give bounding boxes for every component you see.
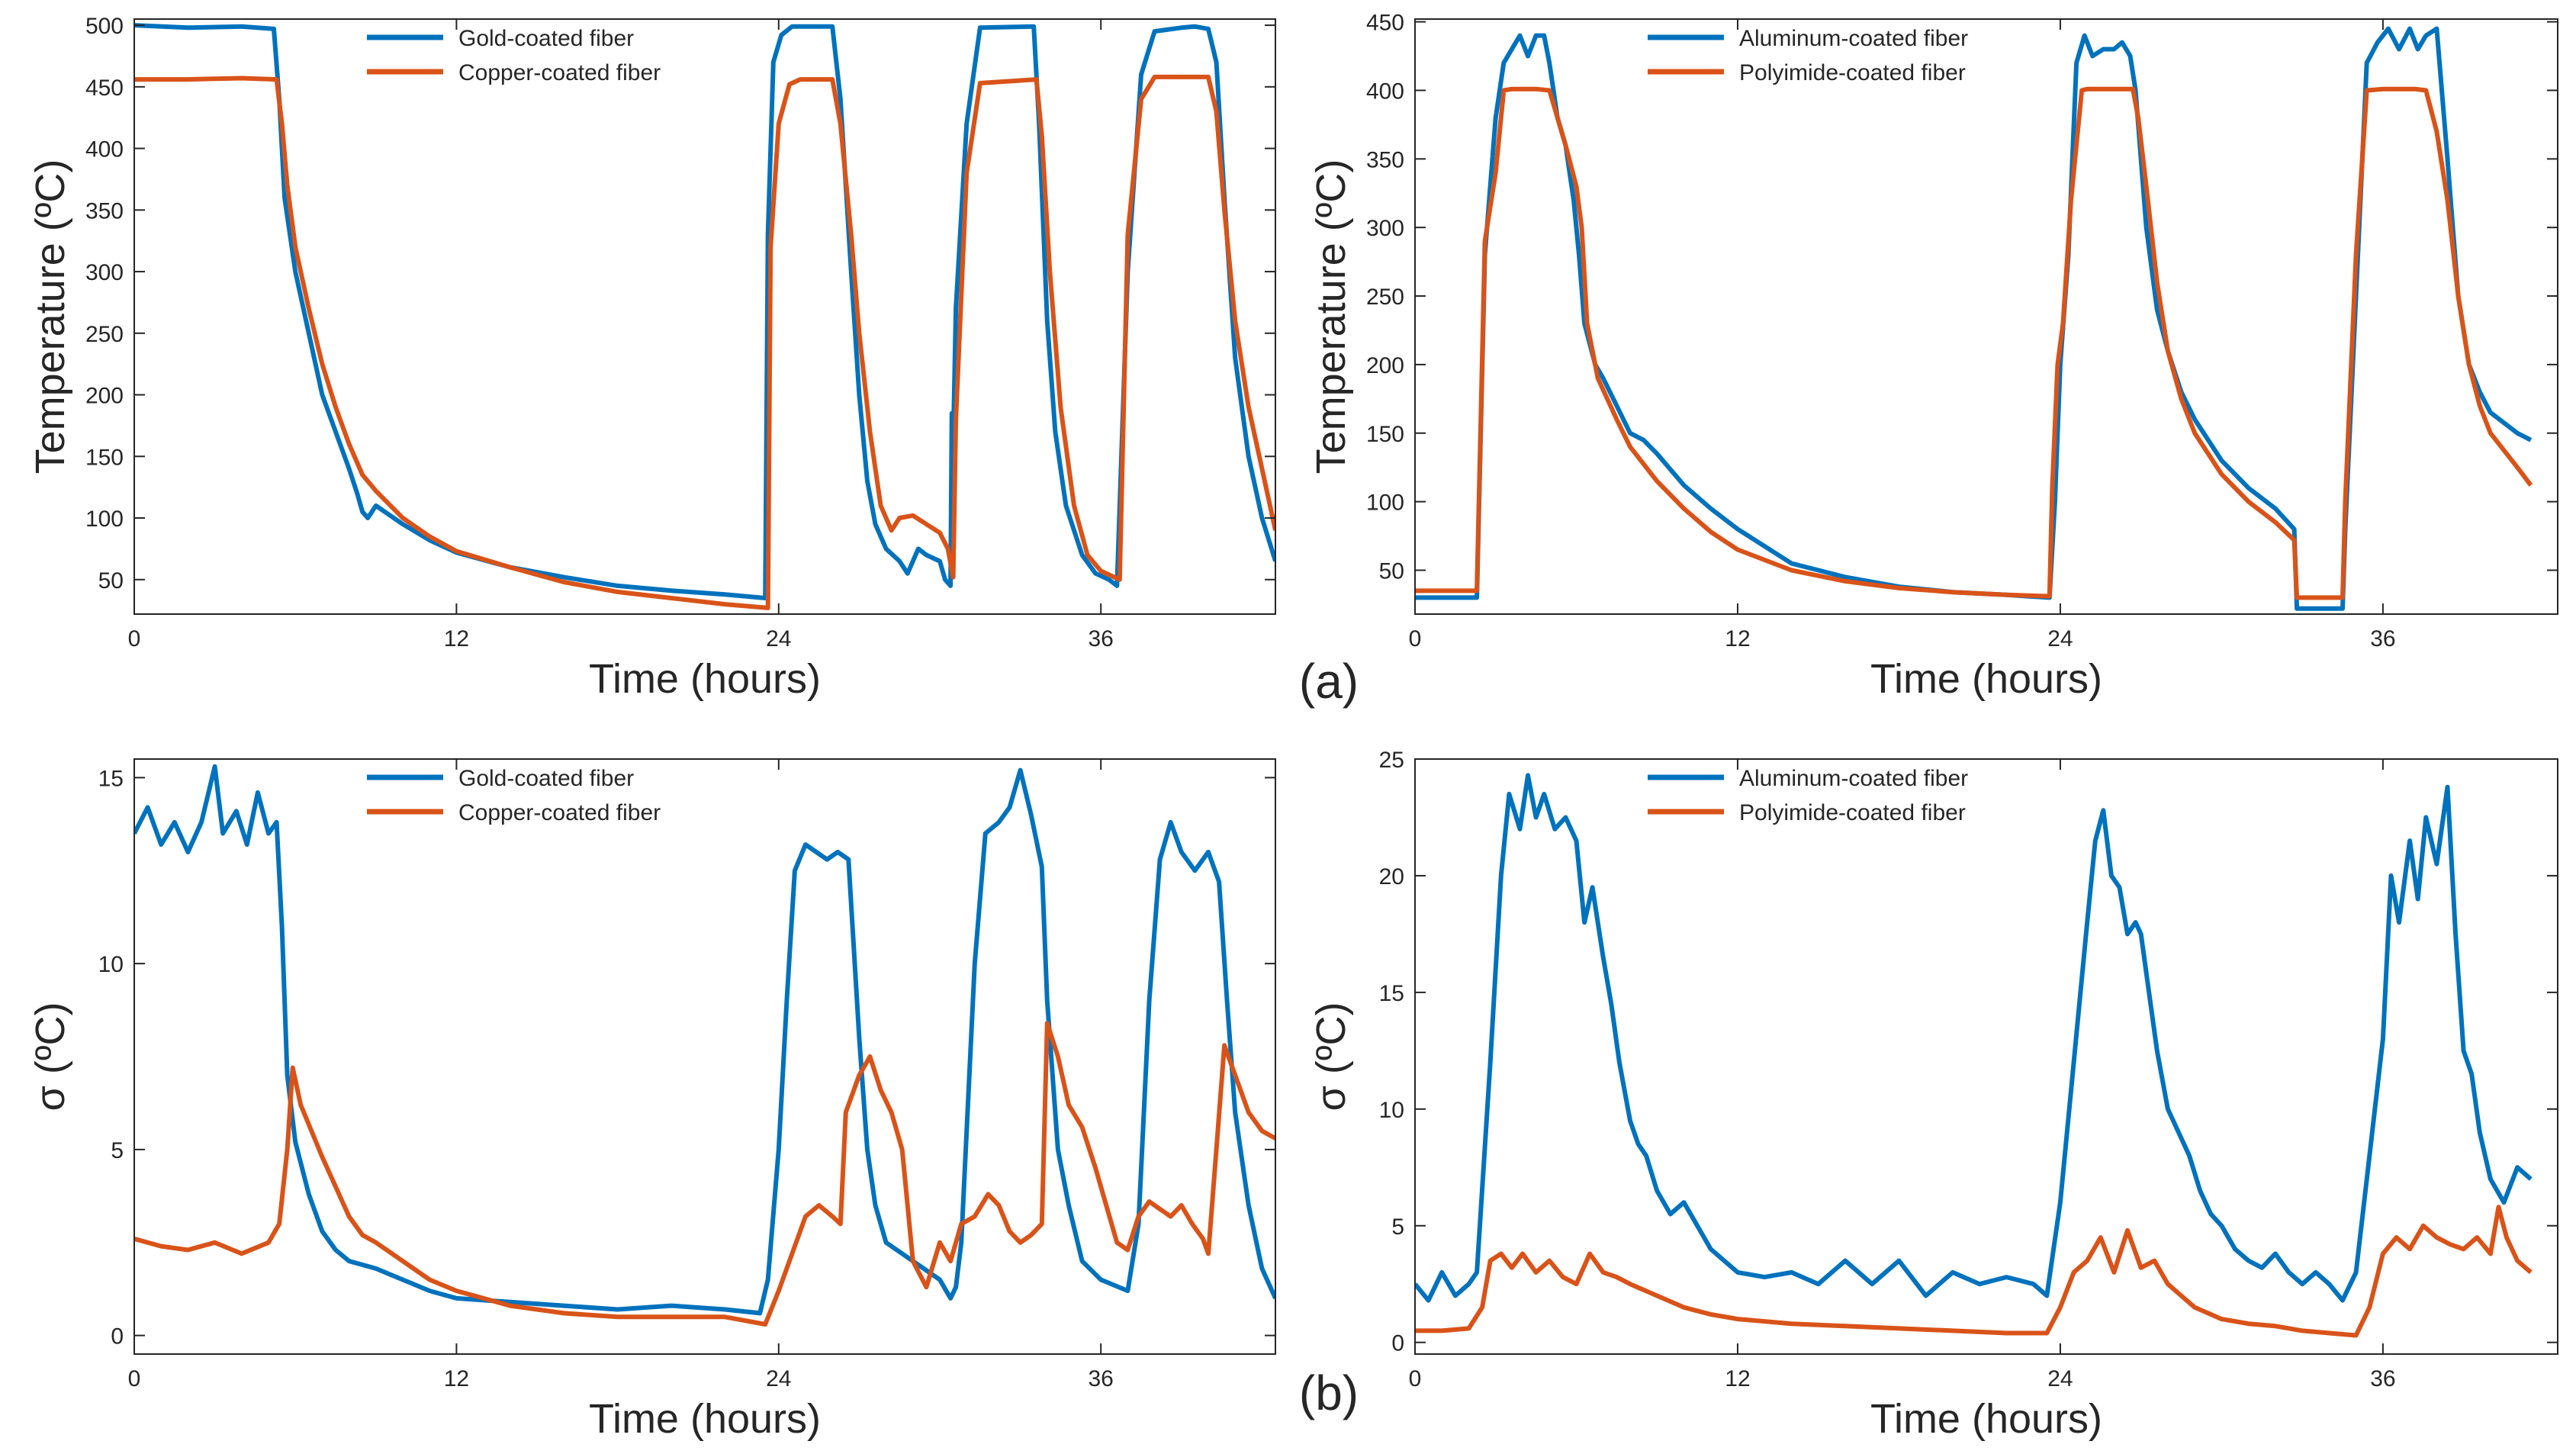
y-tick-label: 450 bbox=[1366, 11, 1404, 36]
x-tick-label: 12 bbox=[444, 1366, 469, 1391]
series-line-aluminum-coated-fiber bbox=[1415, 773, 2533, 1303]
y-tick-label: 450 bbox=[85, 76, 124, 101]
x-tick-label: 12 bbox=[1725, 626, 1750, 651]
legend-label-polyimide-coated-fiber: Polyimide-coated fiber bbox=[1739, 60, 1966, 85]
x-axis-label: Time (hours) bbox=[589, 656, 821, 702]
x-tick-label: 12 bbox=[1725, 1366, 1750, 1391]
chart-bottom-right: 0 12 24 36 0 5 10 15 20 25 Time (hours) σ (ºC) Alumi… bbox=[1308, 748, 2558, 1442]
x-tick-label: 36 bbox=[2370, 626, 2395, 651]
y-tick-label: 0 bbox=[111, 1324, 124, 1349]
x-tick-label: 0 bbox=[128, 1366, 141, 1391]
x-tick-label: 36 bbox=[1089, 1366, 1114, 1391]
plot-frame bbox=[1414, 18, 2558, 615]
y-tick-label: 400 bbox=[85, 137, 124, 162]
series-line-polyimide-coated-fiber bbox=[1415, 86, 2533, 600]
y-axis-label: Temperature (ºC) bbox=[27, 159, 73, 474]
plot-frame bbox=[133, 758, 1276, 1355]
x-axis-label: Time (hours) bbox=[1870, 1396, 2102, 1442]
y-tick-label: 150 bbox=[85, 445, 124, 470]
legend-label-gold-coated-fiber: Gold-coated fiber bbox=[458, 26, 634, 51]
y-axis-label: Temperature (ºC) bbox=[1308, 159, 1354, 474]
y-tick-label: 250 bbox=[1366, 285, 1404, 310]
y-tick-label: 15 bbox=[98, 766, 124, 791]
y-tick-label: 100 bbox=[1366, 491, 1404, 516]
legend-label-aluminum-coated-fiber: Aluminum-coated fiber bbox=[1739, 766, 1968, 791]
series-line-gold-coated-fiber bbox=[134, 764, 1275, 1316]
y-tick-label: 250 bbox=[85, 322, 124, 347]
x-axis-label: Time (hours) bbox=[589, 1396, 821, 1442]
y-tick-label: 400 bbox=[1366, 79, 1404, 104]
y-tick-label: 350 bbox=[1366, 147, 1404, 172]
legend-label-gold-coated-fiber: Gold-coated fiber bbox=[458, 766, 634, 791]
y-tick-label: 10 bbox=[1379, 1098, 1404, 1123]
x-axis-label: Time (hours) bbox=[1870, 656, 2102, 702]
y-tick-label: 5 bbox=[111, 1138, 124, 1163]
y-axis-label: σ (ºC) bbox=[27, 1002, 73, 1111]
legend-label-copper-coated-fiber: Copper-coated fiber bbox=[458, 60, 661, 85]
x-tick-label: 24 bbox=[2047, 1366, 2073, 1391]
series-line-copper-coated-fiber bbox=[134, 1021, 1275, 1327]
y-tick-label: 150 bbox=[1366, 422, 1404, 447]
x-tick-label: 36 bbox=[2370, 1366, 2395, 1391]
y-tick-label: 500 bbox=[85, 14, 124, 39]
x-tick-label: 0 bbox=[1409, 626, 1422, 651]
chart-bottom-left: 0 12 24 36 0 5 10 15 Time (hours) σ (ºC) Gold-coat… bbox=[27, 758, 1276, 1442]
y-tick-label: 300 bbox=[1366, 216, 1404, 241]
y-tick-label: 350 bbox=[85, 198, 124, 224]
chart-top-right: 0 12 24 36 50 100 150 200 250 300 350 400 450 Time (h… bbox=[1308, 11, 2558, 702]
legend-label-aluminum-coated-fiber: Aluminum-coated fiber bbox=[1739, 26, 1968, 51]
x-tick-label: 0 bbox=[128, 626, 141, 651]
plot-frame bbox=[133, 18, 1276, 615]
y-axis-label: σ (ºC) bbox=[1308, 1002, 1354, 1111]
y-tick-label: 10 bbox=[98, 952, 124, 977]
y-tick-label: 200 bbox=[85, 384, 124, 409]
y-tick-label: 0 bbox=[1391, 1331, 1404, 1356]
x-tick-label: 24 bbox=[2047, 626, 2073, 651]
y-tick-label: 5 bbox=[1391, 1214, 1404, 1240]
series-line-gold-coated-fiber bbox=[134, 23, 1275, 600]
x-tick-label: 12 bbox=[444, 626, 469, 651]
series-line-polyimide-coated-fiber bbox=[1415, 1205, 2533, 1338]
x-tick-label: 24 bbox=[766, 1366, 791, 1391]
y-tick-label: 25 bbox=[1379, 748, 1404, 773]
y-tick-label: 15 bbox=[1379, 981, 1404, 1006]
y-tick-label: 100 bbox=[85, 507, 124, 532]
y-tick-label: 50 bbox=[1379, 558, 1404, 584]
legend-label-polyimide-coated-fiber: Polyimide-coated fiber bbox=[1739, 800, 1966, 825]
y-tick-label: 300 bbox=[85, 260, 124, 285]
x-tick-label: 0 bbox=[1409, 1366, 1422, 1391]
x-tick-label: 36 bbox=[1089, 626, 1114, 651]
panel-label-b: (b) bbox=[1299, 1366, 1359, 1420]
y-tick-label: 200 bbox=[1366, 353, 1404, 378]
y-tick-label: 50 bbox=[98, 568, 124, 594]
panel-label-a: (a) bbox=[1299, 654, 1359, 709]
series-line-copper-coated-fiber bbox=[134, 74, 1275, 610]
chart-top-left: 0 12 24 36 50 100 150 200 250 300 350 400 450 500 Time… bbox=[27, 14, 1276, 702]
legend-label-copper-coated-fiber: Copper-coated fiber bbox=[458, 800, 661, 825]
x-tick-label: 24 bbox=[766, 626, 791, 651]
y-tick-label: 20 bbox=[1379, 864, 1404, 889]
plot-frame bbox=[1414, 758, 2558, 1355]
